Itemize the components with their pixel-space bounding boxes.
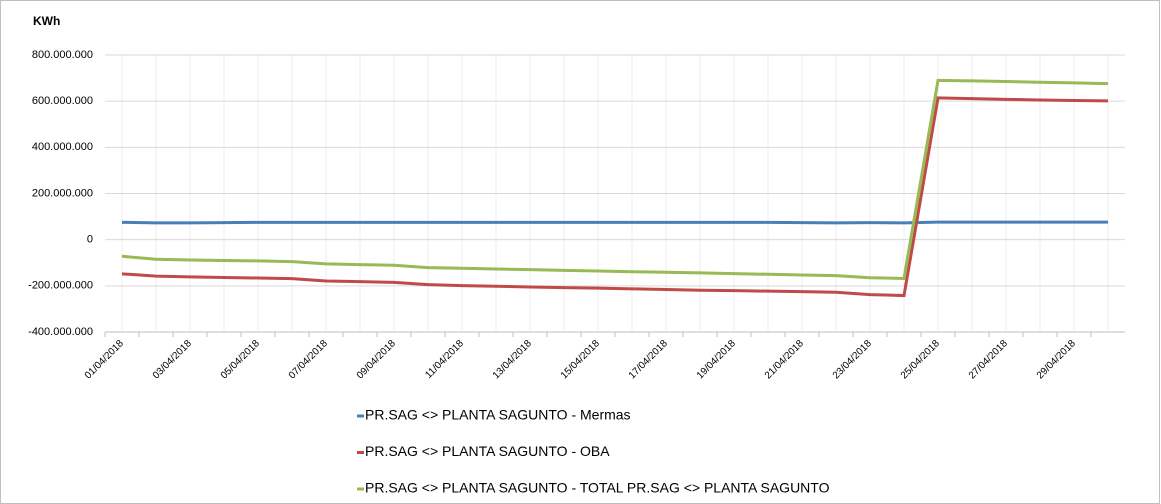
- y-tick-label: 600.000.000: [32, 95, 93, 107]
- y-tick-label: 0: [87, 234, 93, 246]
- y-axis-label: KWh: [33, 14, 60, 28]
- series-line: [121, 220, 1108, 225]
- y-tick-label: 400.000.000: [32, 141, 93, 153]
- y-tick-label: -400.000.000: [28, 326, 93, 338]
- y-tick-label: 200.000.000: [32, 187, 93, 199]
- legend-label: PR.SAG <> PLANTA SAGUNTO - TOTAL PR.SAG …: [365, 480, 830, 496]
- legend-label: PR.SAG <> PLANTA SAGUNTO - OBA: [365, 443, 610, 459]
- series-line: [121, 96, 1109, 298]
- y-tick-label: -200.000.000: [28, 280, 93, 292]
- series-line: [121, 78, 1109, 280]
- legend-label: PR.SAG <> PLANTA SAGUNTO - Mermas: [365, 407, 631, 423]
- y-tick-label: 800.000.000: [32, 49, 93, 61]
